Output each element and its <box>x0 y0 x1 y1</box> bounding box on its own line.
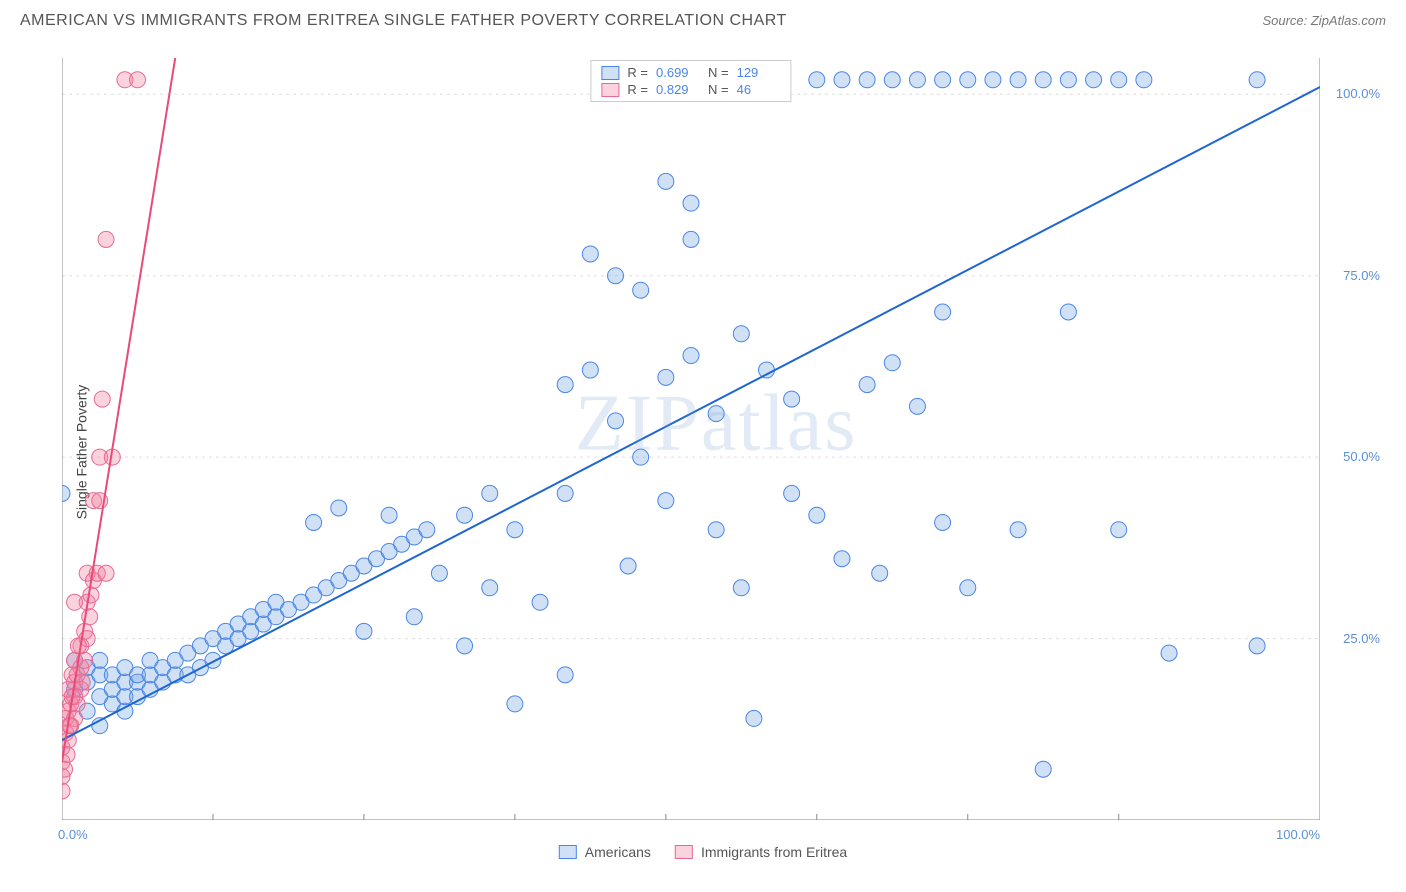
legend-label-americans: Americans <box>585 844 651 860</box>
r-value-americans: 0.699 <box>656 65 700 80</box>
x-axis-max-label: 100.0% <box>1276 827 1320 842</box>
n-value-eritrea: 46 <box>737 82 781 97</box>
legend-label-eritrea: Immigrants from Eritrea <box>701 844 847 860</box>
chart-title: AMERICAN VS IMMIGRANTS FROM ERITREA SING… <box>20 12 787 30</box>
source-attribution: Source: ZipAtlas.com <box>1262 13 1386 28</box>
correlation-legend: R = 0.699 N = 129 R = 0.829 N = 46 <box>590 60 791 102</box>
y-tick-label: 25.0% <box>1343 631 1380 646</box>
swatch-americans-icon <box>559 845 577 859</box>
chart-container: Single Father Poverty ZIPatlas R = 0.699… <box>18 40 1388 864</box>
x-axis-min-label: 0.0% <box>58 827 88 842</box>
n-value-americans: 129 <box>737 65 781 80</box>
plot-area: ZIPatlas R = 0.699 N = 129 R = 0.829 N =… <box>62 58 1320 820</box>
y-tick-label: 50.0% <box>1343 449 1380 464</box>
legend-item-americans: Americans <box>559 844 651 860</box>
swatch-americans <box>601 66 619 80</box>
r-value-eritrea: 0.829 <box>656 82 700 97</box>
legend-row-americans: R = 0.699 N = 129 <box>601 65 780 80</box>
series-legend: Americans Immigrants from Eritrea <box>559 844 847 860</box>
y-tick-label: 75.0% <box>1343 268 1380 283</box>
y-tick-label: 100.0% <box>1336 86 1380 101</box>
swatch-eritrea-icon <box>675 845 693 859</box>
legend-item-eritrea: Immigrants from Eritrea <box>675 844 847 860</box>
legend-row-eritrea: R = 0.829 N = 46 <box>601 82 780 97</box>
swatch-eritrea <box>601 83 619 97</box>
